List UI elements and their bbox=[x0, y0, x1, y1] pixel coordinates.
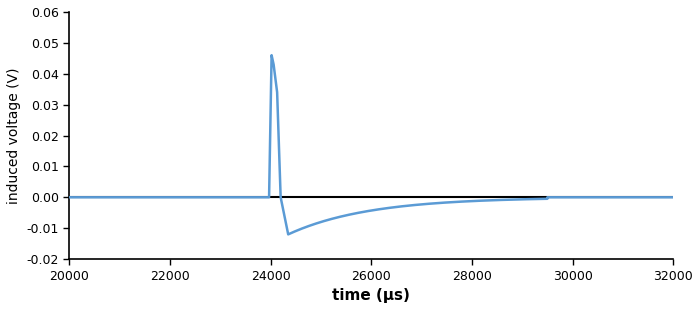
Y-axis label: induced voltage (V): induced voltage (V) bbox=[7, 67, 21, 204]
X-axis label: time (μs): time (μs) bbox=[332, 288, 410, 303]
